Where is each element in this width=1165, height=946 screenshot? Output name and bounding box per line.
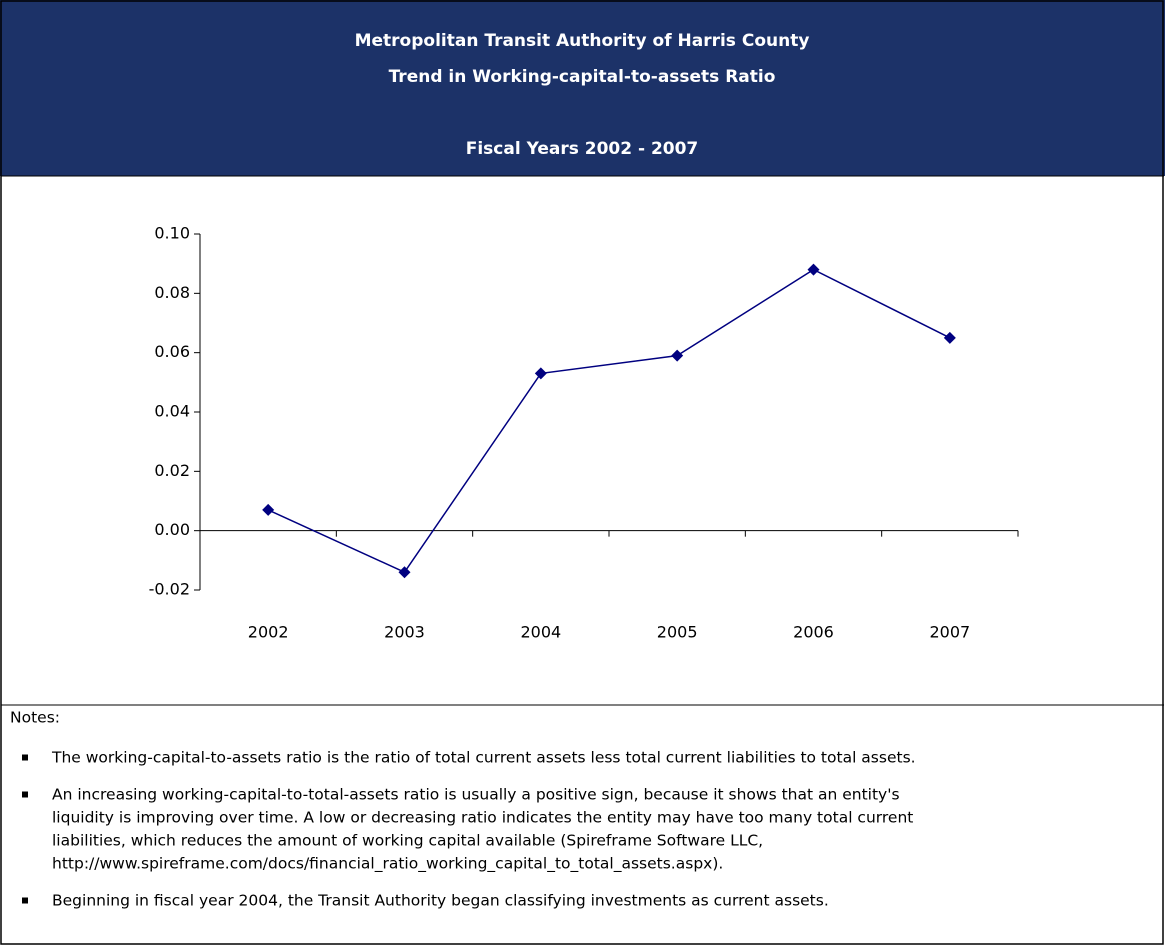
y-tick-label: 0.04	[154, 402, 190, 421]
bullet	[22, 754, 28, 761]
title: Metropolitan Transit Authority of Harris…	[355, 31, 810, 51]
y-tick-label: -0.02	[149, 580, 190, 599]
note-text: liabilities, which reduces the amount of…	[52, 832, 763, 850]
y-tick-label: 0.10	[154, 224, 190, 243]
x-tick-label: 2006	[793, 623, 834, 642]
data-point	[398, 566, 411, 579]
title: Trend in Working-capital-to-assets Ratio	[389, 67, 776, 87]
data-point	[943, 331, 956, 344]
bullet	[22, 791, 28, 798]
x-tick-label: 2002	[248, 623, 289, 642]
notes-heading: Notes:	[10, 709, 60, 727]
note-text: Beginning in fiscal year 2004, the Trans…	[52, 892, 829, 910]
y-tick-label: 0.02	[154, 461, 190, 480]
title: Fiscal Years 2002 - 2007	[466, 139, 699, 159]
note-text: The working-capital-to-assets ratio is t…	[51, 749, 916, 767]
y-tick-label: 0.08	[154, 283, 190, 302]
x-tick-label: 2004	[520, 623, 561, 642]
data-point	[262, 503, 275, 516]
data-point	[534, 367, 547, 380]
header-band	[0, 0, 1165, 176]
note-text: liquidity is improving over time. A low …	[52, 809, 913, 827]
y-tick-label: 0.06	[154, 342, 190, 361]
x-tick-label: 2005	[657, 623, 698, 642]
series-line	[267, 268, 951, 574]
bullet	[22, 897, 28, 904]
data-point	[671, 349, 684, 362]
y-tick-label: 0.00	[154, 520, 190, 539]
x-tick-label: 2003	[384, 623, 425, 642]
note-text: An increasing working-capital-to-total-a…	[52, 786, 900, 804]
data-point	[807, 263, 820, 276]
note-text: http://www.spireframe.com/docs/financial…	[52, 855, 723, 874]
x-tick-label: 2007	[929, 623, 970, 642]
